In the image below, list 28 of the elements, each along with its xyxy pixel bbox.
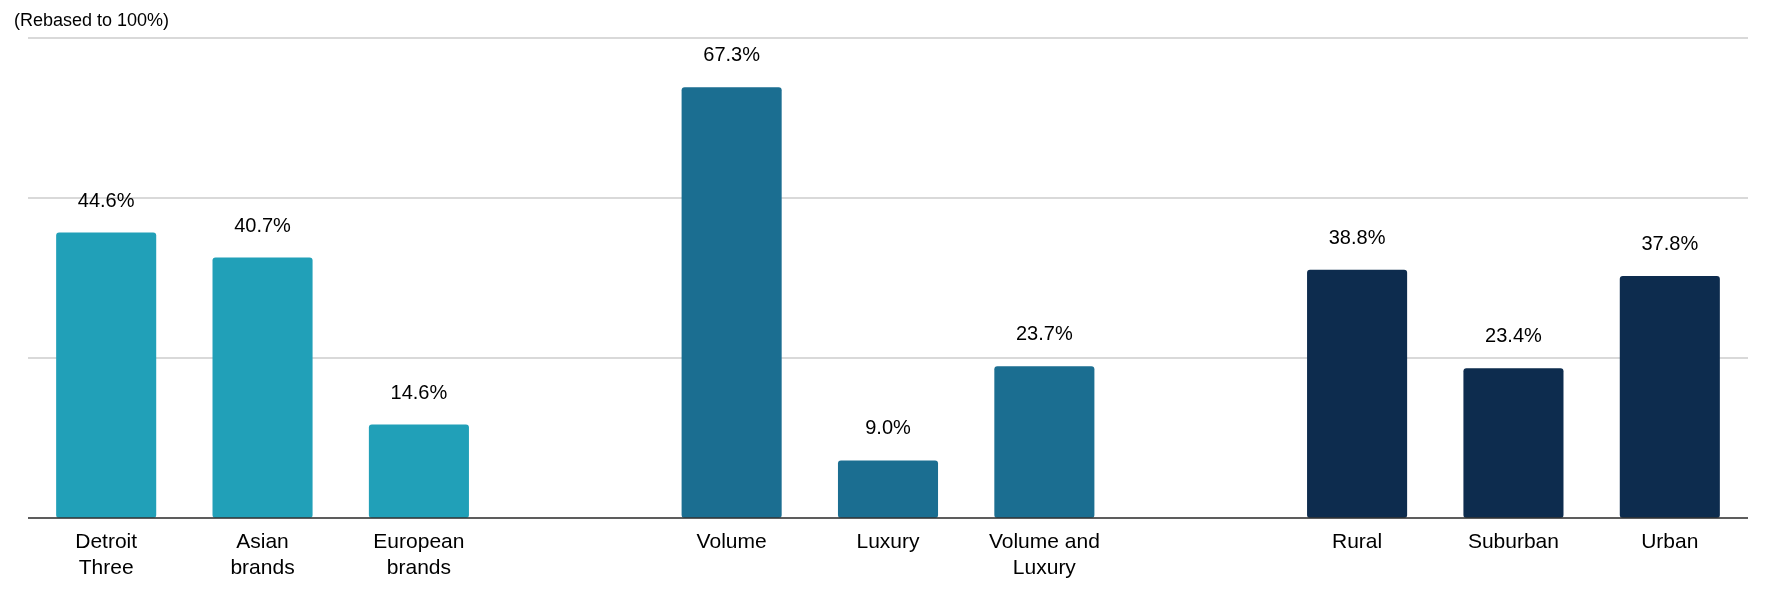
x-tick-label: Detroit Three (75, 529, 138, 578)
data-label: 40.7% (234, 213, 292, 236)
bar (837, 460, 939, 518)
bar (994, 366, 1095, 518)
bar (1463, 368, 1564, 518)
x-tick-label: Urban (1641, 529, 1699, 552)
data-label: 14.6% (390, 380, 448, 403)
data-label: 23.7% (1016, 322, 1073, 345)
bar (56, 232, 157, 518)
x-tick-label: Luxury (856, 529, 921, 552)
x-tick-label: Suburban (1467, 529, 1559, 552)
data-label: 23.4% (1485, 324, 1543, 347)
x-tick-label: Rural (1332, 529, 1383, 552)
bar (1619, 276, 1720, 518)
bar (368, 424, 469, 518)
data-label: 9.0% (865, 416, 912, 439)
data-label: 37.8% (1641, 232, 1699, 255)
x-tick-label: European brands (373, 529, 465, 578)
data-label: 67.3% (703, 43, 761, 66)
chart-title: (Rebased to 100%) (14, 10, 170, 30)
data-label: 38.8% (1328, 225, 1386, 248)
x-tick-label: Volume and Luxury (988, 529, 1100, 578)
x-tick-label: Asian brands (230, 529, 295, 578)
bar (212, 257, 313, 518)
data-label: 44.6% (77, 188, 135, 211)
x-tick-label: Volume (696, 529, 767, 552)
bar (1307, 269, 1408, 518)
bar (681, 87, 782, 518)
